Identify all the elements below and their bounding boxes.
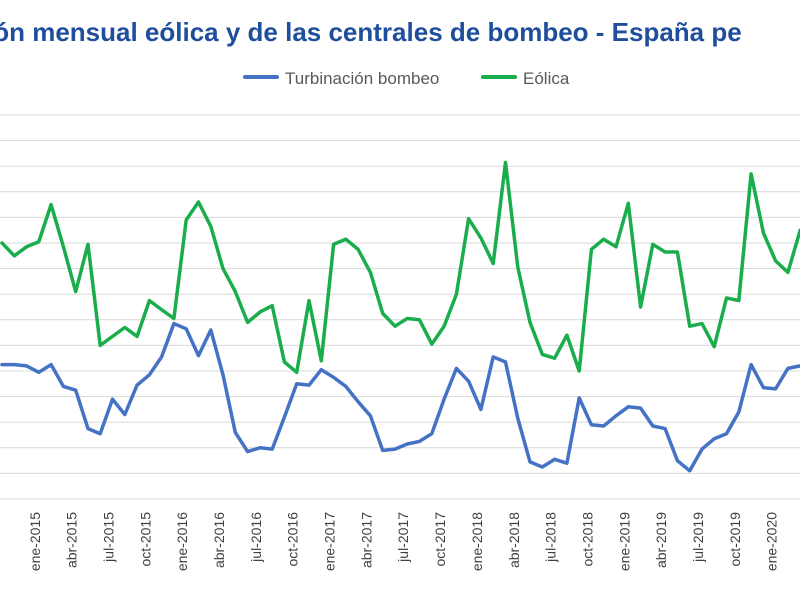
- x-tick-label: abr-2019: [653, 512, 669, 568]
- x-tick-label: jul-2019: [690, 512, 706, 563]
- legend-label: Turbinación bombeo: [285, 69, 439, 88]
- x-tick-label: abr-2018: [506, 512, 522, 568]
- legend: Turbinación bombeo Eólica: [243, 69, 570, 88]
- x-tick-label: jul-2016: [248, 512, 264, 563]
- x-tick-label: ene-2020: [764, 512, 780, 571]
- x-tick-label: jul-2017: [395, 512, 411, 563]
- x-tick-label: oct-2015: [137, 512, 153, 567]
- legend-label: Eólica: [523, 69, 570, 88]
- series-lines: [0, 160, 800, 473]
- x-tick-label: ene-2017: [322, 512, 338, 571]
- gridlines: [0, 114, 800, 500]
- x-tick-label: oct-2017: [432, 512, 448, 567]
- x-tick-label: oct-2019: [727, 512, 743, 567]
- chart-title-box: ión mensual eólica y de las centrales de…: [0, 17, 800, 57]
- x-axis-ticks: ene-2015 abr-2015 jul-2015 oct-2015 ene-2016…: [27, 512, 780, 571]
- series-line: [0, 160, 800, 375]
- x-tick-label: ene-2016: [174, 512, 190, 571]
- x-tick-label: abr-2016: [211, 512, 227, 568]
- x-tick-label: abr-2015: [64, 512, 80, 568]
- chart-title: ión mensual eólica y de las centrales de…: [0, 17, 742, 47]
- x-tick-label: ene-2015: [27, 512, 43, 571]
- x-tick-label: jul-2015: [101, 512, 117, 563]
- x-tick-label: oct-2016: [285, 512, 301, 567]
- x-tick-label: abr-2017: [358, 512, 374, 568]
- x-tick-label: oct-2018: [579, 512, 595, 567]
- x-tick-label: ene-2018: [469, 512, 485, 571]
- x-tick-label: jul-2018: [543, 512, 559, 563]
- x-tick-label: ene-2019: [616, 512, 632, 571]
